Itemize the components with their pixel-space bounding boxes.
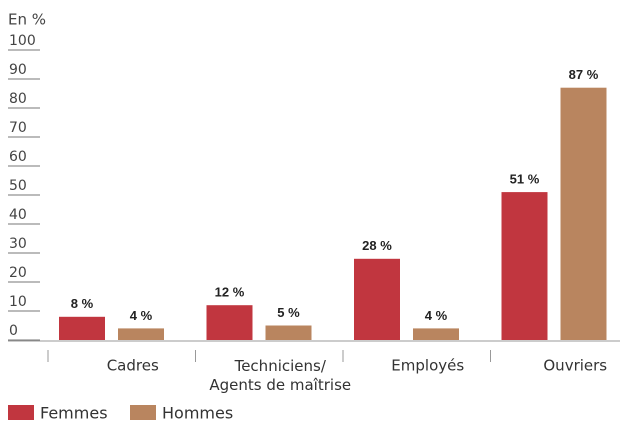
- legend-label: Hommes: [162, 404, 233, 423]
- bar: [560, 87, 607, 340]
- bar: [59, 316, 105, 340]
- y-tick-label: 50: [9, 178, 27, 194]
- bar: [501, 192, 548, 340]
- legend-swatch: [130, 405, 156, 420]
- value-label: 8 %: [71, 296, 94, 311]
- y-tick-label: 90: [9, 62, 27, 78]
- y-tick-label: 10: [9, 294, 27, 310]
- legend-label: Femmes: [40, 404, 108, 423]
- bar: [118, 328, 164, 340]
- value-label: 5 %: [277, 305, 300, 320]
- value-label: 51 %: [510, 172, 540, 187]
- value-label: 87 %: [569, 67, 599, 82]
- value-label: 4 %: [425, 308, 448, 323]
- value-label: 28 %: [362, 238, 392, 253]
- bar: [354, 258, 400, 340]
- value-label: 4 %: [130, 308, 153, 323]
- y-axis-label: En %: [8, 11, 46, 29]
- value-label: 12 %: [215, 285, 245, 300]
- bar: [265, 325, 312, 340]
- x-tick-label: Cadres: [107, 357, 159, 375]
- y-tick-label: 70: [9, 120, 27, 136]
- legend-swatch: [8, 405, 34, 420]
- y-tick-label: 0: [9, 323, 18, 339]
- y-tick-label: 80: [9, 91, 27, 107]
- bar: [413, 328, 459, 340]
- bar: [206, 305, 253, 340]
- x-tick-label: Employés: [391, 357, 464, 375]
- y-tick-label: 30: [9, 236, 27, 252]
- y-tick-label: 100: [9, 33, 36, 49]
- x-tick-label: Ouvriers: [543, 357, 607, 375]
- x-tick-label: Techniciens/Agents de maîtrise: [209, 357, 351, 394]
- y-tick-label: 40: [9, 207, 27, 223]
- y-tick-label: 20: [9, 265, 27, 281]
- y-tick-label: 60: [9, 149, 27, 165]
